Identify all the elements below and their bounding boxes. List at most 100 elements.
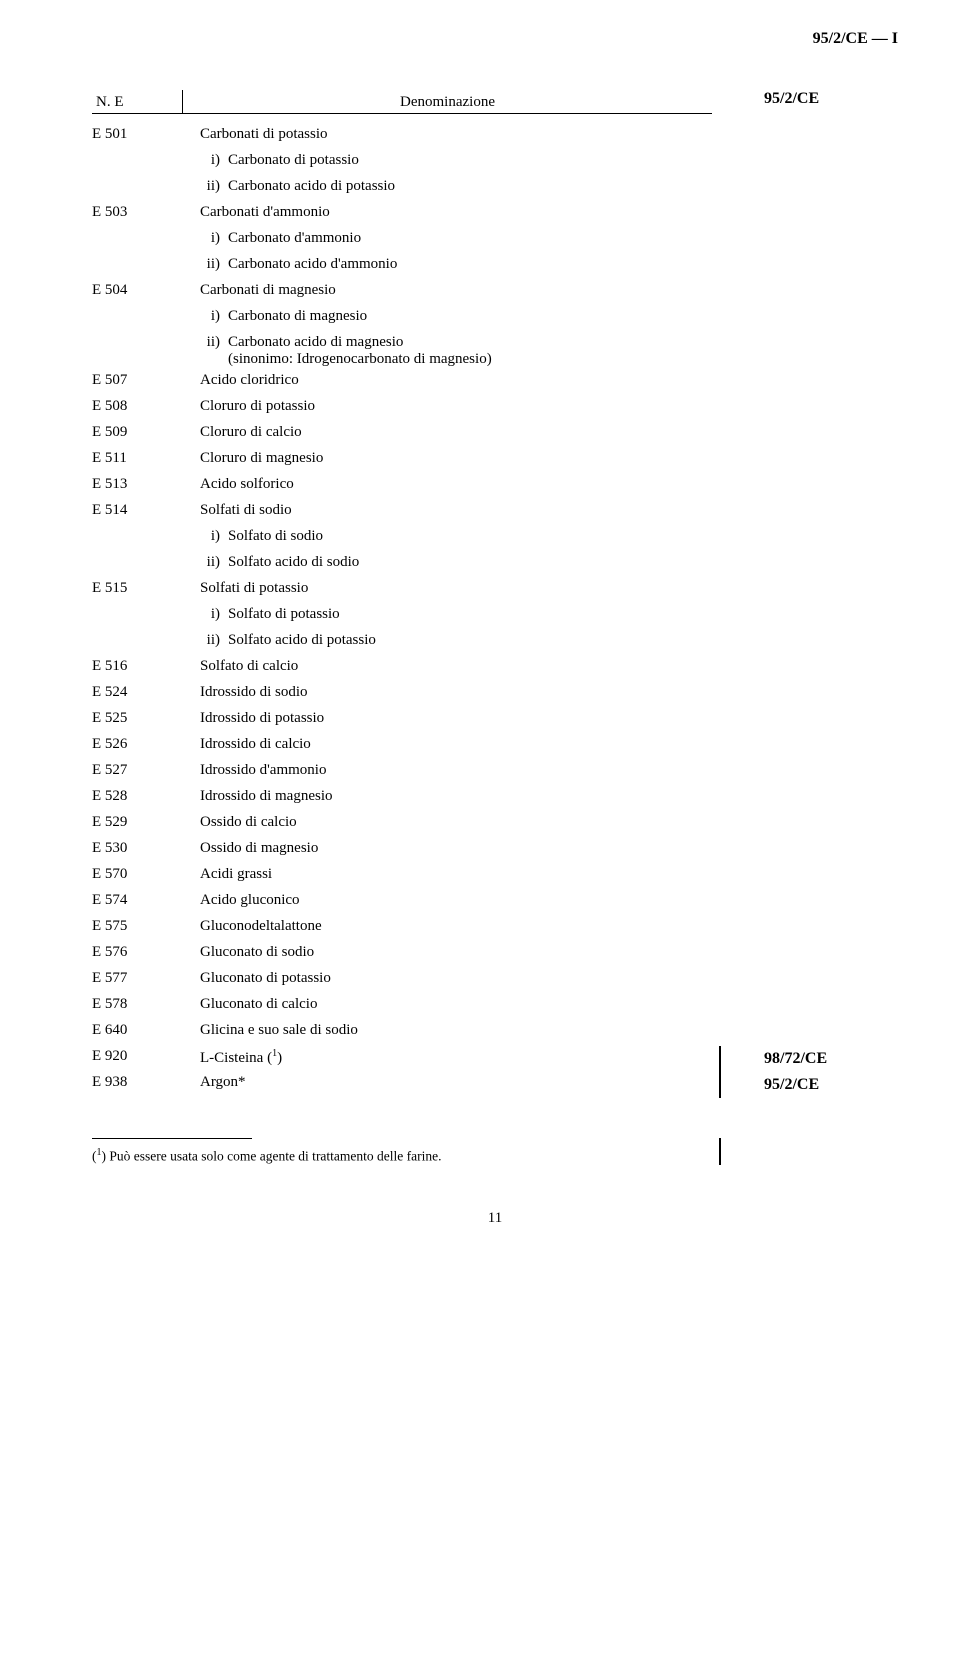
footnote: (1) Può essere usata solo come agente di… <box>92 1147 898 1165</box>
subrow-denom: ii)Carbonato acido di potassio <box>182 178 712 200</box>
row-denom: Acido cloridrico <box>182 372 712 389</box>
table-subrow: ii)Solfato acido di sodio <box>92 552 712 578</box>
doc-ref-top: 95/2/CE — I <box>813 30 898 48</box>
row-code: E 576 <box>92 944 182 961</box>
row-code: E 570 <box>92 866 182 883</box>
row-code: E 516 <box>92 658 182 675</box>
row-denom: Acido solforico <box>182 476 712 493</box>
subrow-denom: ii)Carbonato acido d'ammonio <box>182 256 712 278</box>
row-denom: Idrossido di potassio <box>182 710 712 727</box>
table-row: E 530Ossido di magnesio <box>92 838 712 864</box>
table-row: E 524Idrossido di sodio <box>92 682 712 708</box>
table-row: E 501Carbonati di potassio <box>92 124 712 150</box>
row-code: E 514 <box>92 502 182 519</box>
subrow-denom: i)Carbonato di potassio <box>182 152 712 174</box>
amendment-marker <box>719 1072 721 1098</box>
row-denom: Solfati di potassio <box>182 580 712 597</box>
subrow-denom: ii)Solfato acido di sodio <box>182 554 712 576</box>
row-denom: Gluconato di sodio <box>182 944 712 961</box>
table-subrow: i)Solfato di sodio <box>92 526 712 552</box>
table-row: E 511Cloruro di magnesio <box>92 448 712 474</box>
row-denom: Idrossido di calcio <box>182 736 712 753</box>
row-code: E 525 <box>92 710 182 727</box>
row-code: E 529 <box>92 814 182 831</box>
table-subrow: i)Carbonato di magnesio <box>92 306 712 332</box>
table-row: E 526Idrossido di calcio <box>92 734 712 760</box>
row-code: E 524 <box>92 684 182 701</box>
row-denom: Gluconodeltalattone <box>182 918 712 935</box>
table-subrow: i)Carbonato d'ammonio <box>92 228 712 254</box>
table-row: E 938Argon* <box>92 1072 712 1098</box>
row-code: E 574 <box>92 892 182 909</box>
table-row: E 578Gluconato di calcio <box>92 994 712 1020</box>
row-denom: Gluconato di potassio <box>182 970 712 987</box>
table-row: E 640Glicina e suo sale di sodio <box>92 1020 712 1046</box>
row-denom: Idrossido di sodio <box>182 684 712 701</box>
subrow-denom: i)Carbonato d'ammonio <box>182 230 712 252</box>
table-row: E 513Acido solforico <box>92 474 712 500</box>
row-denom: Idrossido d'ammonio <box>182 762 712 779</box>
table-row: E 577Gluconato di potassio <box>92 968 712 994</box>
table-row: E 920L-Cisteina (1) <box>92 1046 712 1072</box>
additives-table: N. E Denominazione E 501Carbonati di pot… <box>92 90 712 1098</box>
row-code: E 640 <box>92 1022 182 1039</box>
row-denom: Cloruro di calcio <box>182 424 712 441</box>
table-row: E 525Idrossido di potassio <box>92 708 712 734</box>
table-row: E 504Carbonati di magnesio <box>92 280 712 306</box>
row-code: E 504 <box>92 282 182 299</box>
row-denom: Idrossido di magnesio <box>182 788 712 805</box>
table-header: N. E Denominazione <box>92 90 712 114</box>
row-denom: Solfati di sodio <box>182 502 712 519</box>
table-subrow: ii)Carbonato acido d'ammonio <box>92 254 712 280</box>
row-denom: Acido gluconico <box>182 892 712 909</box>
table-subrow: ii)Carbonato acido di potassio <box>92 176 712 202</box>
amendment-marker <box>719 1046 721 1072</box>
side-tag-95: 95/2/CE <box>764 90 819 108</box>
subrow-denom: ii)Solfato acido di potassio <box>182 632 712 654</box>
row-code: E 528 <box>92 788 182 805</box>
subrow-denom: i)Solfato di sodio <box>182 528 712 550</box>
table-row: E 528Idrossido di magnesio <box>92 786 712 812</box>
subrow-denom: ii)Carbonato acido di magnesio(sinonimo:… <box>182 334 712 368</box>
page-number: 11 <box>92 1210 898 1227</box>
row-denom: Ossido di magnesio <box>182 840 712 857</box>
row-denom: Carbonati di potassio <box>182 126 712 143</box>
row-code: E 515 <box>92 580 182 597</box>
table-row: E 507Acido cloridrico <box>92 370 712 396</box>
row-code: E 509 <box>92 424 182 441</box>
footnote-separator <box>92 1138 252 1139</box>
row-denom: Gluconato di calcio <box>182 996 712 1013</box>
table-row: E 508Cloruro di potassio <box>92 396 712 422</box>
row-code: E 938 <box>92 1074 182 1091</box>
row-denom: Argon* <box>182 1074 712 1091</box>
row-code: E 530 <box>92 840 182 857</box>
row-code: E 920 <box>92 1048 182 1065</box>
row-code: E 508 <box>92 398 182 415</box>
row-denom: Acidi grassi <box>182 866 712 883</box>
subrow-denom: i)Carbonato di magnesio <box>182 308 712 330</box>
table-row: E 503Carbonati d'ammonio <box>92 202 712 228</box>
row-code: E 575 <box>92 918 182 935</box>
table-row: E 509Cloruro di calcio <box>92 422 712 448</box>
table-row: E 575Gluconodeltalattone <box>92 916 712 942</box>
row-denom: Cloruro di potassio <box>182 398 712 415</box>
row-denom: Carbonati d'ammonio <box>182 204 712 221</box>
row-code: E 527 <box>92 762 182 779</box>
footnote-text: ) Può essere usata solo come agente di t… <box>102 1149 442 1164</box>
table-subrow: i)Carbonato di potassio <box>92 150 712 176</box>
row-code: E 526 <box>92 736 182 753</box>
row-denom: Glicina e suo sale di sodio <box>182 1022 712 1039</box>
table-subrow: ii)Carbonato acido di magnesio(sinonimo:… <box>92 332 712 370</box>
table-row: E 576Gluconato di sodio <box>92 942 712 968</box>
row-code: E 501 <box>92 126 182 143</box>
table-row: E 516Solfato di calcio <box>92 656 712 682</box>
amendment-label-98: 98/72/CE <box>764 1050 827 1068</box>
row-denom: Cloruro di magnesio <box>182 450 712 467</box>
header-code: N. E <box>92 94 182 111</box>
table-subrow: ii)Solfato acido di potassio <box>92 630 712 656</box>
row-code: E 511 <box>92 450 182 467</box>
table-row: E 570Acidi grassi <box>92 864 712 890</box>
table-subrow: i)Solfato di potassio <box>92 604 712 630</box>
table-row: E 527Idrossido d'ammonio <box>92 760 712 786</box>
table-row: E 514Solfati di sodio <box>92 500 712 526</box>
